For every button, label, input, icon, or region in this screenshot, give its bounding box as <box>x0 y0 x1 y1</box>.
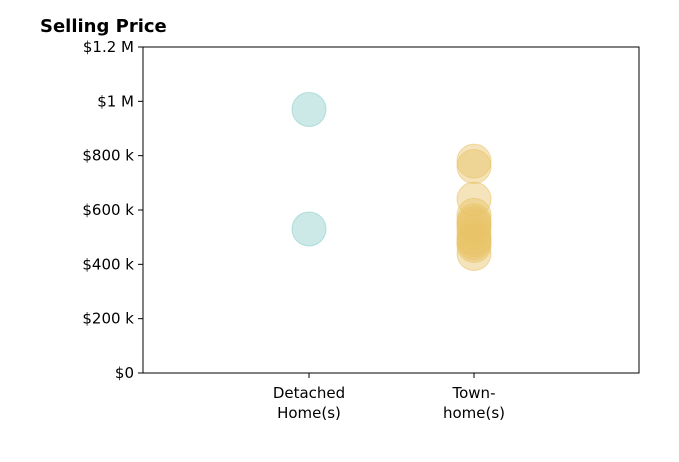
x-tick-label: Town-home(s) <box>443 384 505 422</box>
data-point <box>456 149 492 185</box>
data-point <box>291 211 327 247</box>
y-tick-label: $1 M <box>97 92 134 110</box>
data-points <box>291 91 492 271</box>
chart-title: Selling Price <box>40 16 167 37</box>
data-point <box>291 91 327 127</box>
data-point <box>456 197 492 233</box>
y-tick-label: $800 k <box>82 147 134 165</box>
data-point <box>456 219 492 255</box>
y-tick-label: $600 k <box>82 201 134 219</box>
y-tick-label: $200 k <box>82 310 134 328</box>
y-tick-label: $400 k <box>82 255 134 273</box>
data-point <box>456 143 492 179</box>
data-point <box>456 235 492 271</box>
y-tick-label: $0 <box>115 364 134 382</box>
y-tick-label: $1.2 M <box>83 38 134 56</box>
x-axis: Detached Home(s) Town-home(s) <box>273 373 505 422</box>
y-axis: $0 $200 k $400 k $600 k $800 k $1 M $1.2 M <box>82 38 143 382</box>
data-point <box>456 214 492 250</box>
plot-frame <box>142 46 640 374</box>
x-tick-label: Detached Home(s) <box>273 384 345 422</box>
data-point <box>456 203 492 239</box>
data-point <box>456 181 492 217</box>
